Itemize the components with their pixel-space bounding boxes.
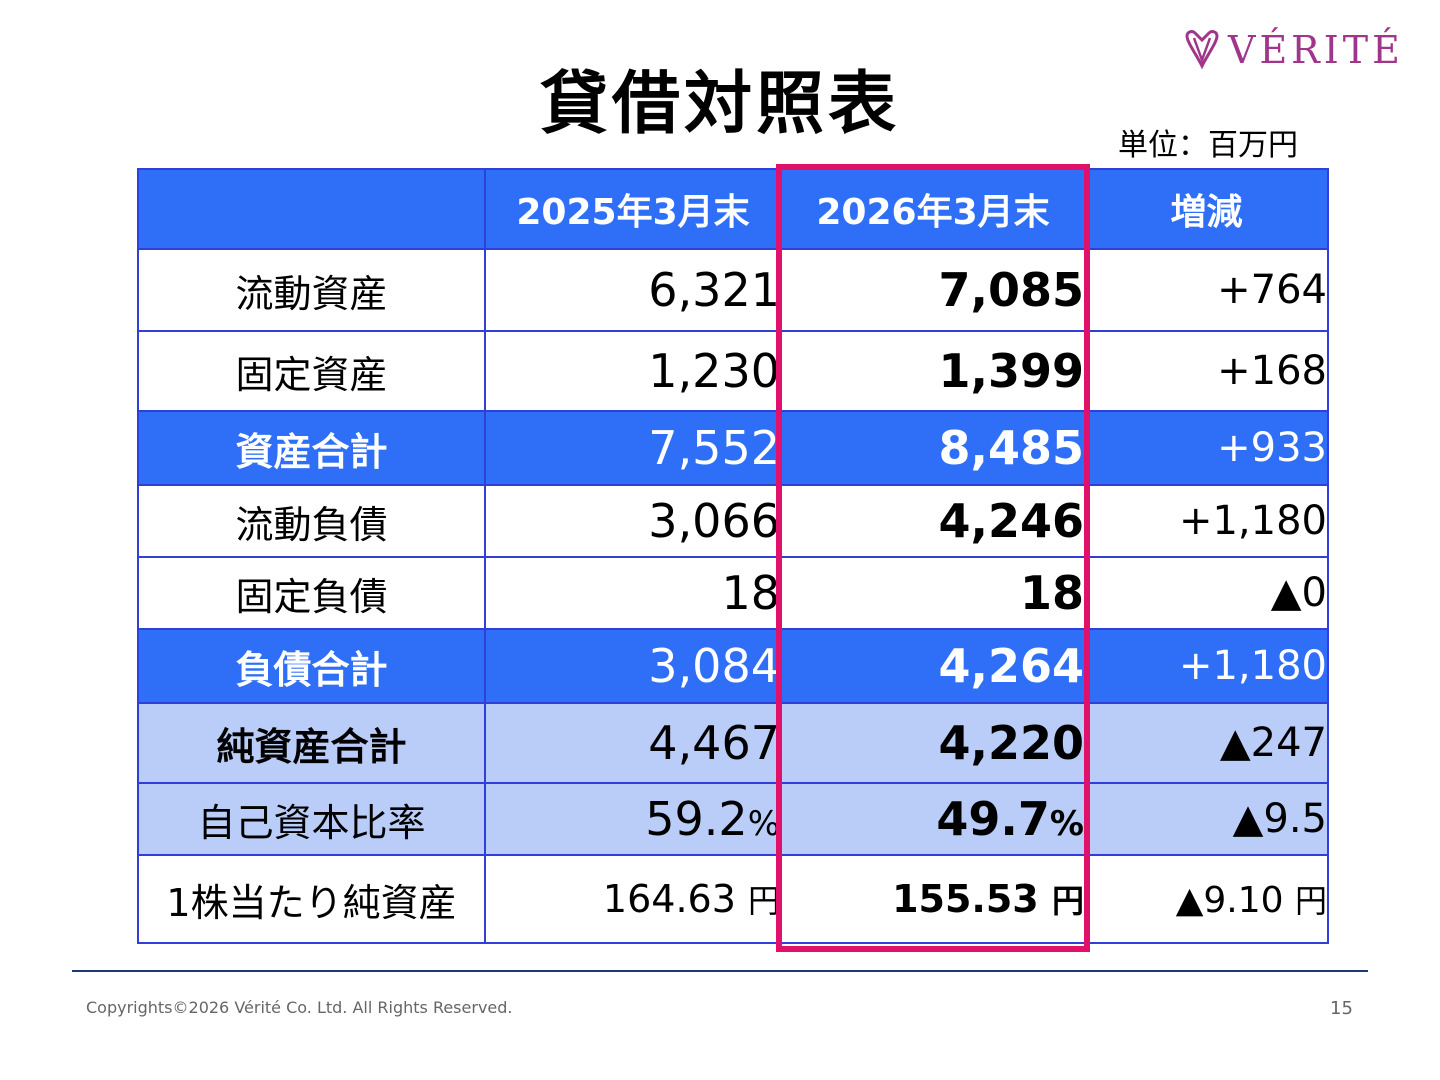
prev-value: 1,230 <box>484 330 782 412</box>
curr-unit: % <box>1049 804 1084 844</box>
table-row-current-assets: 流動資産 6,321 7,085 +764 <box>137 248 1329 332</box>
footer-divider <box>72 970 1368 972</box>
prev-value: 164.63 円 <box>484 854 782 944</box>
curr-value: 49.7% <box>780 782 1086 856</box>
page-number: 15 <box>1330 998 1353 1019</box>
curr-value: 4,264 <box>780 628 1086 704</box>
change-value: +1,180 <box>1084 628 1329 704</box>
row-label: 固定負債 <box>137 556 486 630</box>
header-2026: 2026年3月末 <box>780 168 1086 250</box>
header-empty <box>137 168 486 250</box>
table-row-equity-ratio: 自己資本比率 59.2% 49.7% ▲9.5 <box>137 782 1329 856</box>
change-value: +168 <box>1084 330 1329 412</box>
change-value: ▲247 <box>1084 702 1329 784</box>
table-row-fixed-assets: 固定資産 1,230 1,399 +168 <box>137 330 1329 412</box>
curr-value: 7,085 <box>780 248 1086 332</box>
logo-text: VÉRITÉ <box>1228 28 1404 72</box>
row-label: 負債合計 <box>137 628 486 704</box>
change-value: ▲0 <box>1084 556 1329 630</box>
prev-value: 3,084 <box>484 628 782 704</box>
curr-value: 4,246 <box>780 484 1086 558</box>
curr-value: 4,220 <box>780 702 1086 784</box>
prev-value: 3,066 <box>484 484 782 558</box>
prev-unit: % <box>747 804 780 844</box>
curr-value: 8,485 <box>780 410 1086 486</box>
change-value: +1,180 <box>1084 484 1329 558</box>
prev-value: 7,552 <box>484 410 782 486</box>
prev-unit: 円 <box>747 882 780 920</box>
table-row-total-liabilities: 負債合計 3,084 4,264 +1,180 <box>137 628 1329 704</box>
change-number: ▲9.10 <box>1175 880 1284 921</box>
change-value: ▲9.5 <box>1084 782 1329 856</box>
prev-value: 4,467 <box>484 702 782 784</box>
balance-sheet-table: 2025年3月末 2026年3月末 増減 流動資産 6,321 7,085 +7… <box>137 168 1329 944</box>
change-value: ▲9.10 円 <box>1084 854 1329 944</box>
heart-v-icon <box>1185 30 1219 70</box>
company-logo: VÉRITÉ <box>1184 28 1424 72</box>
change-unit: 円 <box>1294 882 1327 920</box>
page-title: 貸借対照表 <box>539 65 900 144</box>
table-row-fixed-liabilities: 固定負債 18 18 ▲0 <box>137 556 1329 630</box>
prev-number: 59.2 <box>645 792 748 846</box>
table-header-row: 2025年3月末 2026年3月末 増減 <box>137 168 1329 250</box>
row-label: 流動資産 <box>137 248 486 332</box>
row-label: 流動負債 <box>137 484 486 558</box>
table-row-net-assets: 純資産合計 4,467 4,220 ▲247 <box>137 702 1329 784</box>
curr-value: 18 <box>780 556 1086 630</box>
table-row-total-assets: 資産合計 7,552 8,485 +933 <box>137 410 1329 486</box>
change-value: +933 <box>1084 410 1329 486</box>
curr-value: 155.53 円 <box>780 854 1086 944</box>
curr-unit: 円 <box>1051 882 1084 920</box>
curr-number: 49.7 <box>936 792 1050 846</box>
table-row-current-liabilities: 流動負債 3,066 4,246 +1,180 <box>137 484 1329 558</box>
row-label: 自己資本比率 <box>137 782 486 856</box>
prev-value: 6,321 <box>484 248 782 332</box>
header-change: 増減 <box>1084 168 1329 250</box>
change-value: +764 <box>1084 248 1329 332</box>
header-2025: 2025年3月末 <box>484 168 782 250</box>
row-label: 純資産合計 <box>137 702 486 784</box>
prev-value: 18 <box>484 556 782 630</box>
table-row-bps: 1株当たり純資産 164.63 円 155.53 円 ▲9.10 円 <box>137 854 1329 944</box>
curr-number: 155.53 <box>892 877 1039 921</box>
prev-number: 164.63 <box>602 877 736 921</box>
unit-label: 単位：百万円 <box>1118 128 1298 163</box>
row-label: 固定資産 <box>137 330 486 412</box>
prev-value: 59.2% <box>484 782 782 856</box>
row-label: 1株当たり純資産 <box>137 854 486 944</box>
row-label: 資産合計 <box>137 410 486 486</box>
copyright-text: Copyrights©2026 Vérité Co. Ltd. All Righ… <box>86 998 513 1017</box>
curr-value: 1,399 <box>780 330 1086 412</box>
